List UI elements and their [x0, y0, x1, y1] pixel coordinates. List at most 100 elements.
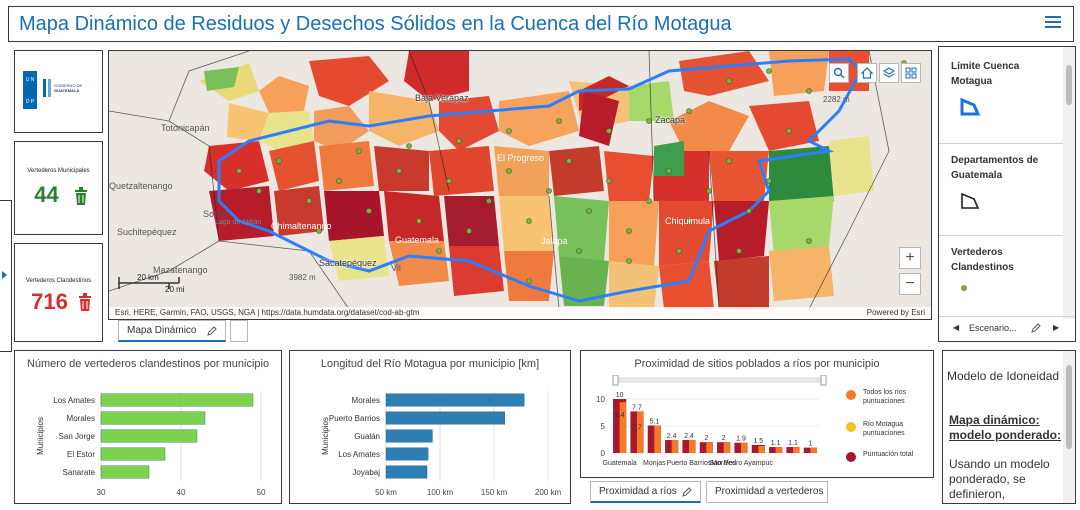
legend-label: puntuaciones	[863, 430, 905, 437]
legend-label: Río Motagua	[863, 421, 903, 428]
x-tick-label: San Pedro Ayampuc	[709, 460, 773, 467]
chart-title: Número de vertederos clandestinos por mu…	[26, 358, 270, 370]
prev-arrow-icon[interactable]: ◀	[953, 323, 960, 332]
expand-arrow-icon[interactable]	[2, 271, 7, 279]
y-tick-label: Los Amates	[338, 450, 380, 459]
clandestine-count: 716	[31, 289, 68, 314]
bar-chart-clandestinos[interactable]: 30 40 50 Los Amates Morales San Jorge El Estor…	[15, 375, 281, 503]
undp-text: U N	[26, 77, 35, 83]
scale-mi: 20 mi	[165, 285, 185, 294]
x-tick-label: Guatemala	[603, 460, 637, 467]
map-search-icon[interactable]	[829, 63, 849, 83]
attribution-text[interactable]: Esri, HERE, Garmin, FAO, USGS, NGA | htt…	[115, 308, 420, 317]
map-label: Chimaltenango	[271, 221, 332, 231]
x-tick-label: Morales	[711, 460, 736, 467]
hamburger-menu-icon[interactable]	[1045, 13, 1061, 29]
zoom-in-button[interactable]: +	[899, 247, 921, 269]
app-title: Mapa Dinámico de Residuos y Desechos Sól…	[19, 13, 732, 35]
left-panel-toggle[interactable]	[0, 200, 12, 352]
tab-label: Proximidad a vertederos	[715, 486, 824, 497]
tab-mapa-dinamico[interactable]: Mapa Dinámico	[118, 320, 226, 342]
bar-chart-rio[interactable]: 50 km 100 km 150 km 200 km Morales Puerto Bar…	[290, 375, 570, 503]
chart-panel-clandestinos: Número de vertederos clandestinos por mu…	[14, 350, 282, 504]
data-label: 2.4	[667, 433, 677, 440]
tab-empty[interactable]	[230, 320, 248, 342]
undp-logo-icon	[23, 71, 37, 109]
data-label: 1.5	[753, 438, 763, 445]
layers-icon[interactable]	[879, 63, 899, 83]
choropleth-map[interactable]	[109, 51, 932, 309]
zoom-out-button[interactable]: −	[899, 273, 921, 295]
bar-total	[699, 442, 713, 453]
bar-all-rivers	[689, 440, 696, 453]
home-icon[interactable]	[857, 63, 877, 83]
svg-text:GUATEMALA: GUATEMALA	[54, 88, 79, 93]
scroll-thumb[interactable]	[1066, 65, 1072, 105]
bar-all-rivers	[637, 411, 644, 453]
x-tick-label: Monjas	[643, 460, 666, 467]
bar	[100, 429, 198, 443]
bar-chart-proximidad[interactable]: 0 5 10 10 9.4 Guatemala 7.7 7.7 5.1 Monjas 2.4 2.4 P…	[581, 375, 933, 477]
x-tick-label: 100 km	[427, 488, 454, 497]
trash-icon	[75, 187, 87, 205]
scenario-bar: ◀ Escenario... ▶	[939, 316, 1075, 341]
map-label: Sacatepéquez	[319, 258, 377, 268]
scroll-thumb[interactable]	[1066, 365, 1072, 449]
chart-panel-proximidad: Proximidad de sitios poblados a ríos por…	[580, 350, 934, 478]
edit-pencil-icon[interactable]	[207, 326, 217, 336]
x-tick-label: Puerto Barrios	[667, 460, 712, 467]
map-label: 3982 m	[289, 273, 316, 282]
map-label: Mazatenango	[153, 265, 208, 275]
bar-all-rivers	[793, 447, 800, 453]
map-view[interactable]: Baja Verapaz Zacapa El Progreso Totonica…	[108, 50, 932, 320]
bar	[385, 393, 525, 407]
legend-label: puntuaciones	[863, 398, 905, 405]
bar-all-rivers	[723, 442, 731, 453]
edit-pencil-icon[interactable]	[1031, 323, 1041, 333]
y-tick-label: 10	[596, 395, 605, 404]
model-scrollbar[interactable]	[1063, 351, 1075, 503]
chart-title: Proximidad de sitios poblados a ríos por…	[634, 358, 880, 370]
y-axis-label: Municipios	[321, 417, 330, 455]
model-text-panel: Modelo de Idoneidad Mapa dinámico: model…	[942, 350, 1076, 504]
chart-title: Longitud del Río Motagua por municipio […	[320, 358, 540, 370]
edit-pencil-icon[interactable]	[682, 487, 692, 497]
model-heading: Modelo de Idoneidad	[946, 369, 1060, 383]
green-point-icon	[961, 285, 967, 291]
next-arrow-icon[interactable]: ▶	[1053, 323, 1060, 332]
y-tick-label: Joyabaj	[352, 468, 380, 477]
tab-label: Mapa Dinámico	[127, 325, 197, 336]
map-label: Suchitepéquez	[117, 227, 177, 237]
powered-by-esri[interactable]: Powered by Esri	[866, 308, 925, 317]
map-label: El Progreso	[497, 153, 545, 163]
basemap-gallery-icon[interactable]	[901, 63, 921, 83]
map-label: Quetzaltenango	[109, 181, 173, 191]
bar	[385, 447, 429, 461]
legend-swatch	[846, 390, 856, 400]
data-label: 7.7	[632, 404, 642, 411]
model-subheading[interactable]: Mapa dinámico: modelo ponderado:	[949, 413, 1061, 442]
tab-proximidad-rios[interactable]: Proximidad a ríos	[590, 481, 701, 503]
logo-card: U N D P GOBIERNO DE GUATEMALA	[14, 50, 103, 133]
data-label: 1.1	[788, 440, 798, 447]
scenario-label[interactable]: Escenario...	[969, 323, 1017, 333]
legend-item: Vertederos Clandestinos	[939, 245, 1061, 305]
data-label: 5.1	[649, 418, 659, 425]
y-tick-label: Gualán	[354, 432, 380, 441]
tab-proximidad-vertederos[interactable]: Proximidad a vertederos	[706, 481, 828, 503]
y-tick-label: Sanarate	[63, 468, 96, 477]
bar	[100, 393, 254, 407]
legend-item: Departamentos de Guatemala	[939, 153, 1061, 233]
legend-scrollbar[interactable]	[1063, 47, 1075, 319]
svg-text:D P: D P	[26, 99, 35, 105]
clandestine-dumps-card: Vertederos Clandestinos 716	[14, 243, 103, 342]
bar-all-rivers	[671, 440, 679, 453]
map-label: Jalapa	[541, 236, 568, 246]
x-tick-label: 150 km	[481, 488, 508, 497]
map-label: Chiquimula	[665, 216, 711, 226]
municipal-label: Vertederos Municipales	[27, 168, 90, 174]
clandestine-label: Vertederos Clandestinos	[25, 278, 92, 284]
data-label: 1.1	[771, 440, 781, 447]
map-label: Lago de Atitlán	[215, 219, 262, 226]
map-label: Guatemala	[395, 235, 440, 245]
